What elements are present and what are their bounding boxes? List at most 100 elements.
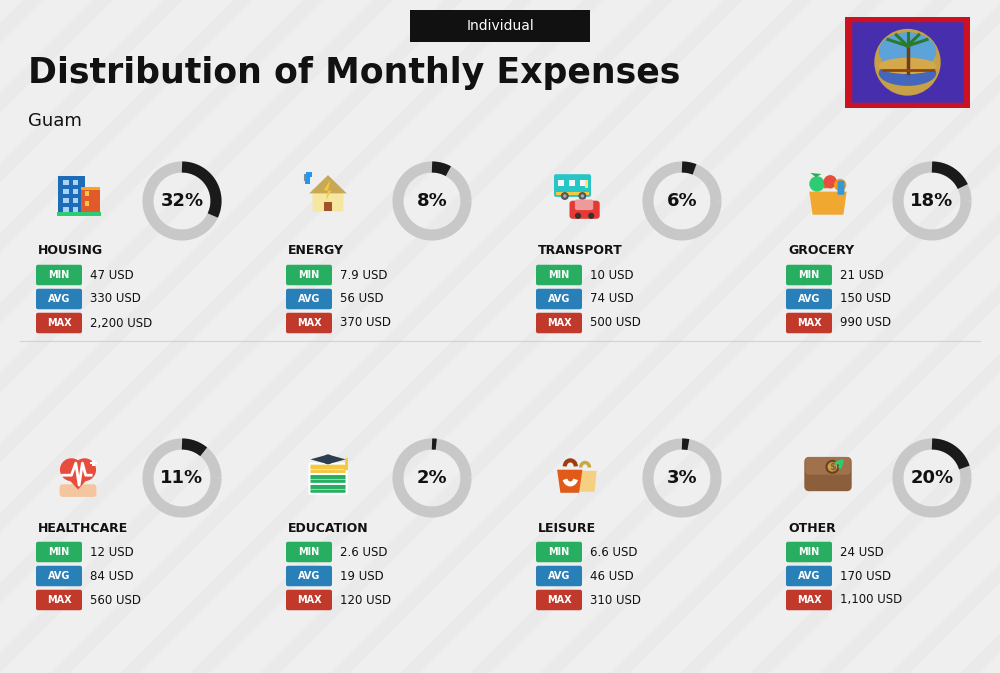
Text: MAX: MAX — [797, 595, 821, 605]
Text: GROCERY: GROCERY — [788, 244, 854, 258]
FancyBboxPatch shape — [36, 313, 82, 333]
Text: MAX: MAX — [797, 318, 821, 328]
Circle shape — [575, 213, 581, 219]
Text: 120 USD: 120 USD — [340, 594, 391, 606]
FancyBboxPatch shape — [309, 483, 347, 494]
Text: 6.6 USD: 6.6 USD — [590, 546, 638, 559]
Text: 19 USD: 19 USD — [340, 569, 384, 583]
FancyBboxPatch shape — [63, 189, 69, 194]
Text: MIN: MIN — [48, 547, 70, 557]
Text: 10 USD: 10 USD — [590, 269, 634, 281]
Circle shape — [825, 460, 839, 474]
Text: AVG: AVG — [548, 294, 570, 304]
FancyBboxPatch shape — [786, 264, 832, 285]
FancyBboxPatch shape — [536, 264, 582, 285]
Text: LEISURE: LEISURE — [538, 522, 596, 534]
FancyBboxPatch shape — [536, 590, 582, 610]
Text: EDUCATION: EDUCATION — [288, 522, 369, 534]
Text: AVG: AVG — [798, 294, 820, 304]
Text: Guam: Guam — [28, 112, 82, 130]
Text: AVG: AVG — [298, 571, 320, 581]
FancyBboxPatch shape — [556, 192, 589, 195]
Text: Distribution of Monthly Expenses: Distribution of Monthly Expenses — [28, 56, 680, 90]
Text: 170 USD: 170 USD — [840, 569, 891, 583]
Text: AVG: AVG — [48, 571, 70, 581]
Ellipse shape — [879, 61, 936, 86]
Text: 20%: 20% — [910, 469, 954, 487]
FancyBboxPatch shape — [786, 289, 832, 310]
Text: 310 USD: 310 USD — [590, 594, 641, 606]
Text: MAX: MAX — [47, 318, 71, 328]
Polygon shape — [809, 192, 847, 215]
Polygon shape — [324, 180, 331, 201]
Ellipse shape — [879, 32, 936, 71]
Text: MAX: MAX — [547, 595, 571, 605]
Text: TRANSPORT: TRANSPORT — [538, 244, 623, 258]
Text: 500 USD: 500 USD — [590, 316, 641, 330]
Circle shape — [60, 458, 83, 481]
Polygon shape — [60, 470, 96, 489]
Text: 7.9 USD: 7.9 USD — [340, 269, 388, 281]
Polygon shape — [810, 173, 821, 177]
Text: 6%: 6% — [667, 192, 697, 210]
FancyBboxPatch shape — [805, 457, 851, 474]
Text: MIN: MIN — [48, 270, 70, 280]
FancyBboxPatch shape — [286, 264, 332, 285]
Text: 56 USD: 56 USD — [340, 293, 384, 306]
FancyBboxPatch shape — [286, 313, 332, 333]
FancyBboxPatch shape — [63, 180, 69, 186]
Text: 330 USD: 330 USD — [90, 293, 141, 306]
FancyBboxPatch shape — [309, 464, 347, 474]
Text: AVG: AVG — [298, 294, 320, 304]
FancyBboxPatch shape — [85, 201, 89, 206]
Text: MAX: MAX — [47, 595, 71, 605]
FancyBboxPatch shape — [73, 198, 78, 203]
Text: MAX: MAX — [297, 318, 321, 328]
Text: HOUSING: HOUSING — [38, 244, 103, 258]
Text: MIN: MIN — [298, 547, 320, 557]
FancyBboxPatch shape — [558, 180, 564, 186]
FancyBboxPatch shape — [536, 289, 582, 310]
Text: MIN: MIN — [298, 270, 320, 280]
Text: 1,100 USD: 1,100 USD — [840, 594, 902, 606]
FancyBboxPatch shape — [63, 198, 69, 203]
FancyBboxPatch shape — [36, 566, 82, 586]
Text: AVG: AVG — [48, 294, 70, 304]
Polygon shape — [574, 471, 597, 492]
Text: 8%: 8% — [417, 192, 447, 210]
Text: MIN: MIN — [548, 270, 570, 280]
FancyBboxPatch shape — [786, 566, 832, 586]
Polygon shape — [310, 454, 346, 464]
Circle shape — [588, 213, 594, 219]
Ellipse shape — [879, 58, 936, 74]
FancyBboxPatch shape — [786, 542, 832, 562]
Text: AVG: AVG — [548, 571, 570, 581]
Circle shape — [563, 194, 567, 198]
Text: MAX: MAX — [297, 595, 321, 605]
FancyBboxPatch shape — [580, 180, 586, 186]
FancyBboxPatch shape — [536, 313, 582, 333]
FancyBboxPatch shape — [309, 474, 347, 484]
FancyBboxPatch shape — [569, 180, 575, 186]
Ellipse shape — [875, 30, 940, 95]
FancyBboxPatch shape — [36, 289, 82, 310]
Text: 370 USD: 370 USD — [340, 316, 391, 330]
FancyBboxPatch shape — [58, 176, 85, 216]
Text: MIN: MIN — [548, 547, 570, 557]
Text: 84 USD: 84 USD — [90, 569, 134, 583]
Text: $: $ — [829, 462, 836, 472]
Circle shape — [828, 462, 837, 472]
FancyBboxPatch shape — [286, 289, 332, 310]
FancyBboxPatch shape — [92, 460, 94, 466]
FancyBboxPatch shape — [786, 313, 832, 333]
FancyBboxPatch shape — [410, 10, 590, 42]
Text: 560 USD: 560 USD — [90, 594, 141, 606]
FancyBboxPatch shape — [73, 207, 78, 212]
Text: 46 USD: 46 USD — [590, 569, 634, 583]
FancyBboxPatch shape — [81, 186, 100, 190]
Text: 3%: 3% — [667, 469, 697, 487]
FancyBboxPatch shape — [804, 457, 852, 491]
Text: 2%: 2% — [417, 469, 447, 487]
Circle shape — [834, 179, 846, 191]
Text: MIN: MIN — [798, 547, 820, 557]
